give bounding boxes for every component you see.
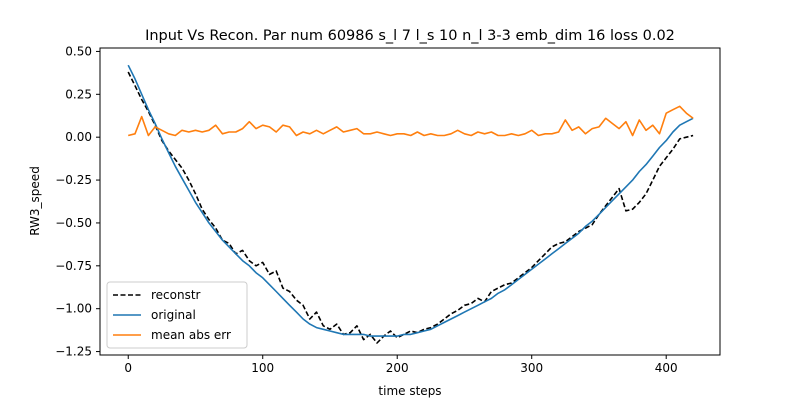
legend-label: reconstr: [151, 288, 201, 302]
x-tick-label: 300: [520, 361, 543, 375]
y-tick-label: −0.75: [55, 259, 92, 273]
y-tick-label: −0.25: [55, 173, 92, 187]
x-tick-label: 100: [251, 361, 274, 375]
x-axis-label: time steps: [378, 384, 441, 398]
legend-label: mean abs err: [151, 328, 231, 342]
x-tick-label: 0: [124, 361, 132, 375]
legend-box: [106, 281, 248, 349]
y-tick-label: 0.25: [65, 87, 92, 101]
legend-label: original: [151, 308, 196, 322]
y-tick-label: −1.25: [55, 345, 92, 359]
y-axis-label: RW3_speed: [28, 166, 42, 236]
series-line-mean-abs-err: [128, 105, 694, 137]
y-tick-label: 0.50: [65, 44, 92, 58]
x-tick-label: 200: [386, 361, 409, 375]
series-line-original: [127, 64, 694, 337]
y-tick-label: −0.50: [55, 216, 92, 230]
y-tick-label: 0.00: [65, 130, 92, 144]
legend: reconstr original mean abs err: [106, 281, 248, 349]
chart-title: Input Vs Recon. Par num 60986 s_l 7 l_s …: [145, 28, 675, 44]
y-tick-label: −1.00: [55, 302, 92, 316]
plot-frame: [99, 47, 721, 356]
x-tick-label: 400: [655, 361, 678, 375]
